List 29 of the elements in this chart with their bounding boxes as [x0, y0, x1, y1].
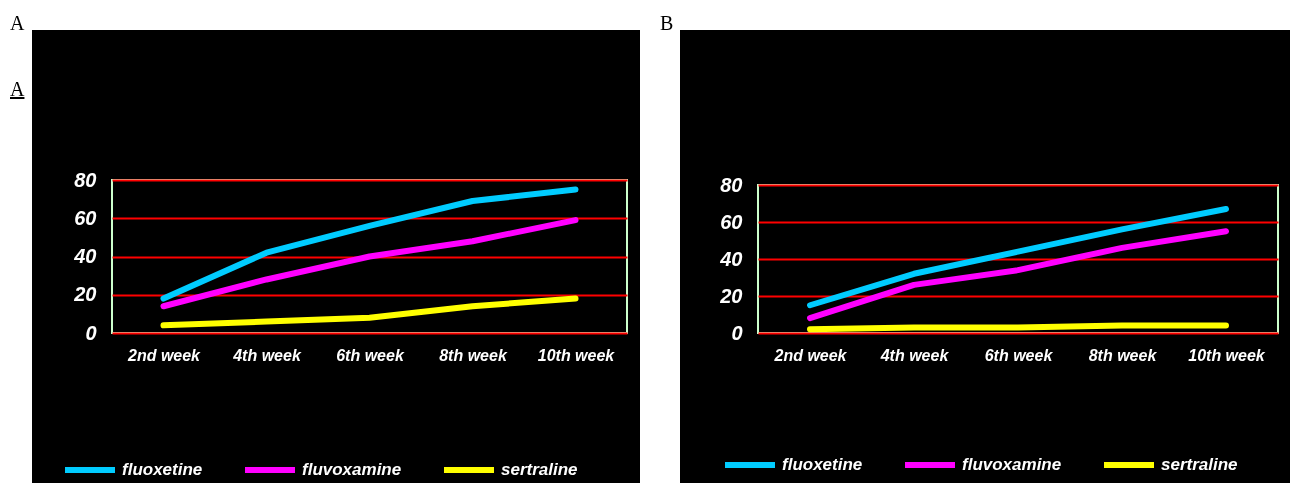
x-tick-label: 8th week [1088, 346, 1158, 364]
y-tick-label: 20 [73, 283, 97, 306]
x-tick-label: 8th week [439, 346, 508, 364]
legend-label: fluoxetine [122, 460, 203, 479]
y-tick-label: 60 [74, 206, 97, 229]
y-tick-label: 20 [719, 284, 743, 307]
x-tick-label: 10th week [1188, 346, 1266, 364]
x-tick-label: 10th week [537, 346, 616, 364]
y-tick-label: 40 [719, 247, 743, 270]
legend-label: fluvoxamine [962, 455, 1062, 474]
y-tick-label: 40 [73, 245, 97, 267]
x-tick-label: 2nd week [773, 346, 848, 364]
y-tick-label: 0 [731, 321, 743, 344]
y-tick-label: 80 [74, 168, 97, 191]
x-tick-label: 6th week [336, 346, 405, 364]
y-tick-label: 60 [720, 210, 743, 233]
x-tick-label: 6th week [984, 346, 1054, 364]
chart-title: A [10, 12, 25, 35]
y-tick-label: 80 [720, 173, 743, 196]
x-tick-label: 4th week [879, 346, 950, 364]
x-tick-label: 2nd week [126, 346, 202, 364]
legend-label: sertraline [501, 460, 578, 479]
legend-label: fluvoxamine [302, 460, 402, 479]
x-tick-label: 4th week [232, 346, 302, 364]
chart-title: B [660, 12, 674, 35]
legend-label: fluoxetine [782, 455, 863, 474]
legend-label: sertraline [1161, 455, 1238, 474]
y-tick-label: 0 [85, 321, 97, 344]
text: A [10, 78, 25, 101]
